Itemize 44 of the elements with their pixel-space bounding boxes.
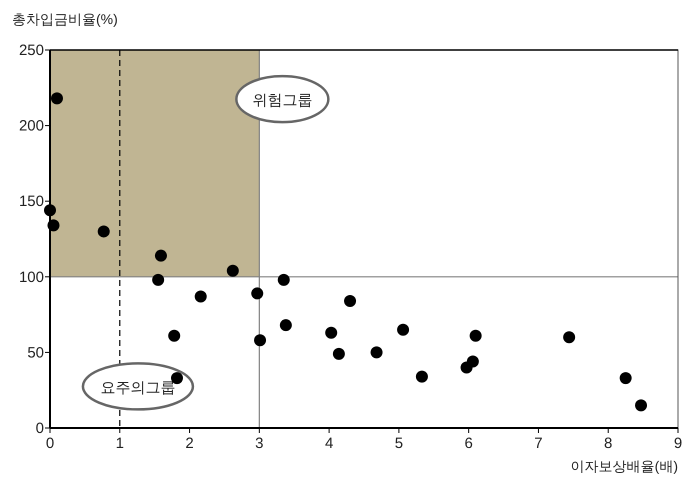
point bbox=[254, 334, 266, 346]
y-tick-label: 150 bbox=[18, 193, 44, 210]
x-tick-label: 5 bbox=[394, 435, 404, 452]
point bbox=[154, 250, 167, 262]
x-axis-title: 이자보상배율(배) bbox=[570, 458, 678, 474]
point bbox=[98, 225, 110, 238]
point bbox=[466, 355, 479, 368]
x-tick-label: 3 bbox=[255, 435, 264, 452]
annotation: 위험그룹 bbox=[252, 92, 312, 110]
y-tick-label: 50 bbox=[27, 344, 44, 362]
x-tick-label: 2 bbox=[185, 435, 194, 452]
x-tick-label: 9 bbox=[674, 435, 682, 452]
x-tick-label: 6 bbox=[464, 435, 473, 452]
y-tick-label: 200 bbox=[18, 118, 44, 135]
point bbox=[44, 204, 56, 216]
point bbox=[344, 294, 356, 307]
point bbox=[470, 330, 482, 342]
x-tick-label: 4 bbox=[324, 435, 334, 452]
point bbox=[563, 331, 576, 344]
point bbox=[152, 274, 164, 286]
x-tick-label: 7 bbox=[534, 435, 543, 452]
point bbox=[251, 287, 264, 300]
x-tick-label: 8 bbox=[604, 435, 612, 452]
point bbox=[47, 219, 60, 232]
x-tick-label: 0 bbox=[46, 435, 54, 452]
y-tick-label: 250 bbox=[18, 42, 44, 59]
point bbox=[332, 348, 345, 360]
point bbox=[397, 324, 410, 336]
point bbox=[325, 326, 338, 339]
point bbox=[635, 399, 648, 412]
point bbox=[226, 264, 239, 277]
y-tick-label: 0 bbox=[36, 420, 44, 437]
point bbox=[416, 370, 428, 383]
point bbox=[278, 274, 290, 286]
point bbox=[370, 346, 383, 358]
x-tick-label: 1 bbox=[116, 435, 124, 452]
y-tick-label: 100 bbox=[18, 268, 44, 286]
point bbox=[168, 330, 180, 342]
annotation: 요주의그룹 bbox=[100, 379, 176, 396]
point bbox=[194, 290, 207, 302]
point bbox=[280, 319, 292, 332]
y-axis-title: 총차입금비율(%) bbox=[12, 11, 118, 27]
point bbox=[50, 92, 63, 104]
point bbox=[620, 372, 632, 384]
